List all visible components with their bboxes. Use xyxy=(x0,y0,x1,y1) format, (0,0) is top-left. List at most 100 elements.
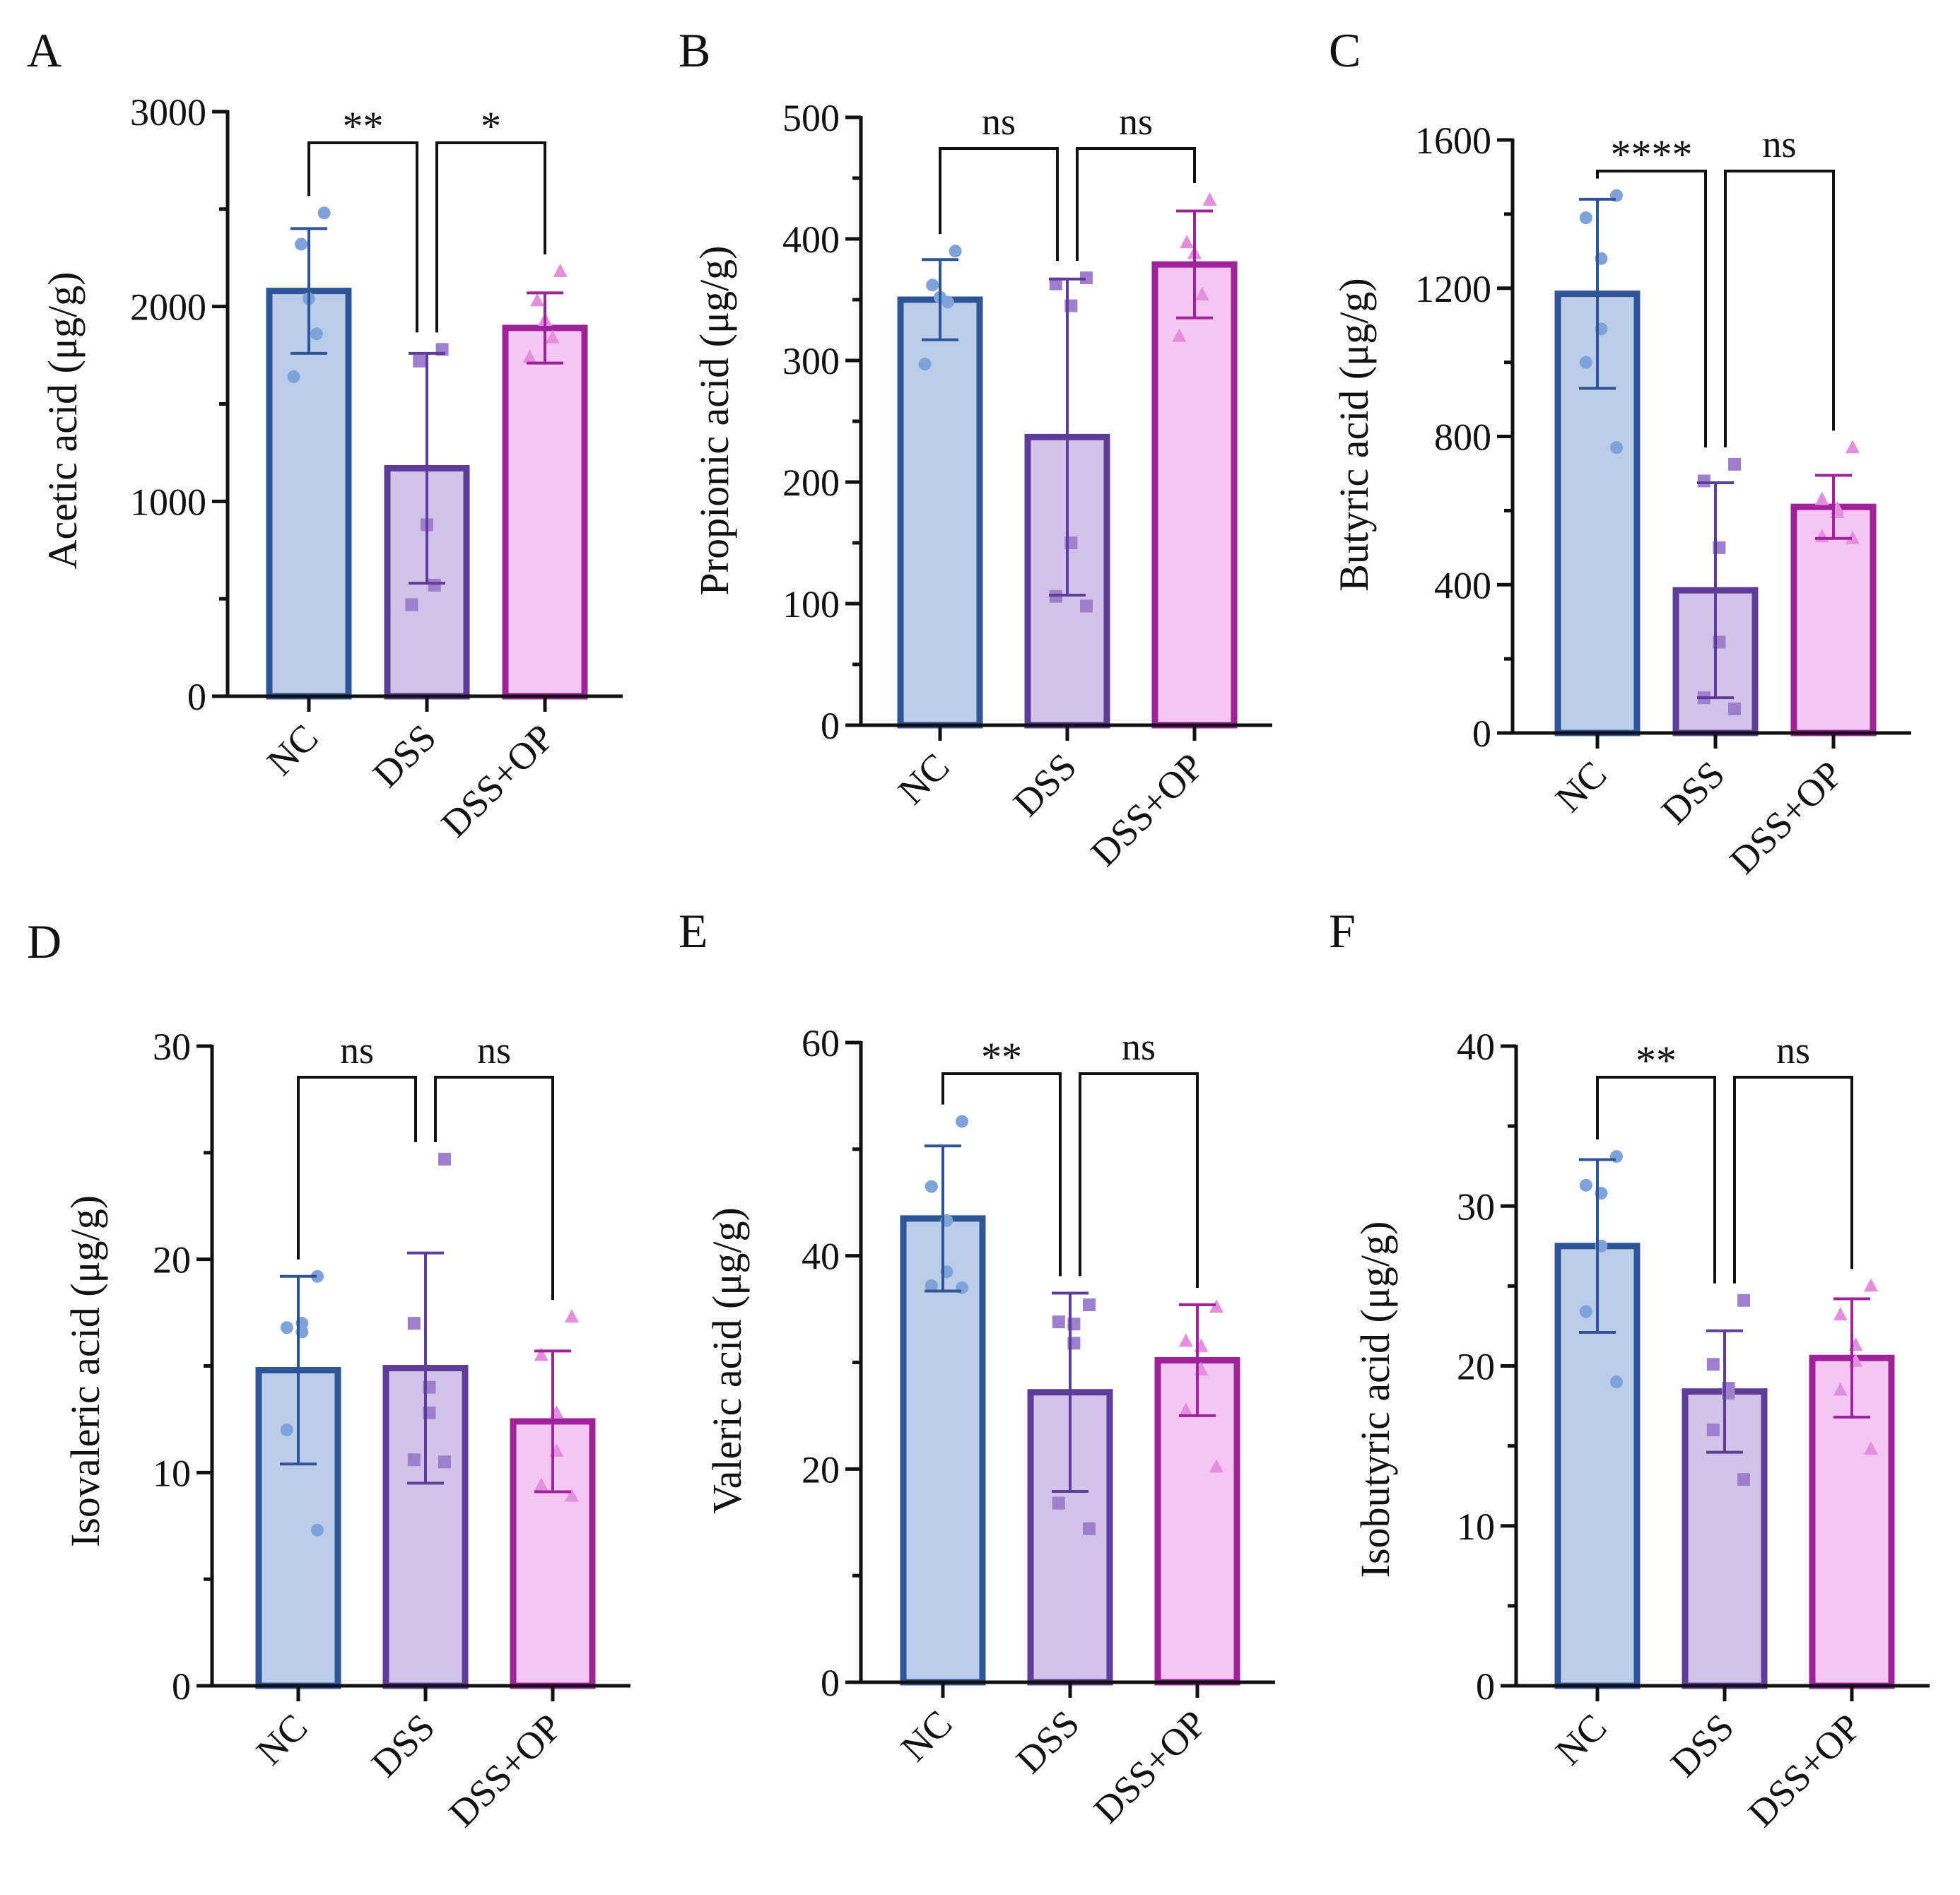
bracket-line xyxy=(1076,147,1196,262)
y-tick-label: 20 xyxy=(1457,1346,1495,1388)
y-tick-label: 1600 xyxy=(1415,119,1491,162)
x-tick-label: NC xyxy=(1547,1706,1614,1773)
significance-bracket-d-1: ns xyxy=(434,1029,554,1301)
panel-e: E Valeric acid (μg/g) 0 20 40 60 NC DSSDSS+OP… xyxy=(679,904,1275,1831)
data-point-a-2-4 xyxy=(522,349,537,363)
data-point-a-0-0 xyxy=(317,206,331,220)
data-point-f-1-1 xyxy=(1706,1358,1720,1371)
error-bar-d-0 xyxy=(280,1274,317,1466)
data-point-b-2-4 xyxy=(1172,328,1187,342)
data-point-b-0-0 xyxy=(949,245,962,258)
y-tick-label: 0 xyxy=(187,676,206,718)
panel-label-a: A xyxy=(27,23,61,77)
data-point-a-2-3 xyxy=(545,329,560,344)
y-axis-label-c: Butyric acid (μg/g) xyxy=(1331,278,1377,591)
data-point-e-2-1 xyxy=(1178,1333,1193,1347)
significance-bracket-c-1: ns xyxy=(1724,123,1835,447)
y-axis-label-d: Isovaleric acid (μg/g) xyxy=(62,1195,108,1547)
x-tick-label: DSS+OP xyxy=(1722,753,1851,882)
bracket-line xyxy=(434,1076,554,1301)
error-bar-d-1 xyxy=(407,1251,444,1485)
x-tick-label: NC xyxy=(890,745,957,812)
significance-bracket-d-0: ns xyxy=(297,1029,417,1260)
data-point-d-0-0 xyxy=(311,1269,324,1283)
y-axis-label-e: Valeric acid (μg/g) xyxy=(704,1207,750,1514)
data-point-a-0-4 xyxy=(287,370,300,383)
data-point-c-0-5 xyxy=(1610,441,1623,454)
x-tick-label: NC xyxy=(893,1702,960,1769)
error-bar-f-2 xyxy=(1833,1297,1870,1419)
data-point-b-0-1 xyxy=(926,278,939,292)
y-tick-label: 0 xyxy=(821,705,840,747)
y-tick-label: 500 xyxy=(782,97,840,139)
data-point-b-0-3 xyxy=(941,295,954,309)
significance-bracket-b-1: ns xyxy=(1076,100,1196,262)
y-tick-label: 300 xyxy=(782,340,840,382)
data-point-e-0-0 xyxy=(956,1115,968,1128)
significance-bracket-e-1: ns xyxy=(1079,1026,1199,1289)
significance-label: **** xyxy=(1611,131,1693,177)
error-bar-b-0 xyxy=(922,258,958,341)
panel-f: F Isobutyric acid (μg/g) 0 10 20 30 40 NC DSSD… xyxy=(1329,904,1930,1835)
significance-label: ns xyxy=(1762,123,1796,165)
y-tick-label: 400 xyxy=(782,218,840,261)
bracket-line xyxy=(297,1076,417,1260)
data-point-c-0-4 xyxy=(1579,356,1592,369)
y-tick-label: 1200 xyxy=(1415,268,1491,310)
x-tick-label: DSS xyxy=(1653,753,1732,832)
data-point-e-1-4 xyxy=(1052,1496,1065,1510)
data-point-f-2-4 xyxy=(1833,1382,1848,1396)
data-point-e-2-5 xyxy=(1209,1459,1223,1473)
significance-bracket-f-0: ** xyxy=(1596,1038,1716,1284)
panel-a: A Acetic acid (μg/g) 0 1000 2000 3000 NC DSSD… xyxy=(27,23,623,845)
x-tick-label: DSS+OP xyxy=(433,716,563,845)
data-point-c-2-1 xyxy=(1814,491,1829,505)
bar-b-0 xyxy=(897,296,983,729)
bracket-line xyxy=(1724,170,1835,447)
error-bar-c-0 xyxy=(1579,197,1616,390)
y-axis-label-a: Acetic acid (μg/g) xyxy=(40,272,86,570)
data-point-d-1-1 xyxy=(407,1317,421,1330)
data-point-a-0-3 xyxy=(310,327,323,341)
y-tick-label: 800 xyxy=(1434,416,1491,459)
data-point-c-1-1 xyxy=(1697,474,1710,488)
bracket-line xyxy=(1596,170,1707,447)
data-point-f-0-1 xyxy=(1579,1178,1592,1192)
significance-label: ** xyxy=(343,103,384,149)
data-point-b-1-1 xyxy=(1049,277,1062,291)
bracket-line xyxy=(307,141,418,333)
bracket-line xyxy=(1596,1076,1716,1284)
data-point-f-1-4 xyxy=(1706,1424,1720,1436)
bracket-line xyxy=(1733,1076,1853,1284)
data-point-e-0-1 xyxy=(925,1180,938,1193)
data-point-a-1-3 xyxy=(428,578,441,592)
y-tick-label: 1000 xyxy=(130,481,206,523)
data-point-f-1-5 xyxy=(1737,1473,1750,1486)
significance-label: ns xyxy=(1119,100,1153,143)
data-point-d-1-0 xyxy=(438,1152,451,1166)
data-point-d-0-5 xyxy=(311,1523,324,1537)
error-bar-d-2 xyxy=(534,1349,571,1494)
y-tick-label: 30 xyxy=(1457,1185,1495,1228)
y-tick-label: 20 xyxy=(153,1239,191,1281)
data-point-a-1-4 xyxy=(405,598,418,611)
data-point-e-2-4 xyxy=(1178,1402,1193,1416)
significance-label: ** xyxy=(1636,1038,1677,1084)
error-bar-a-0 xyxy=(291,227,327,355)
data-point-d-2-4 xyxy=(534,1477,548,1491)
significance-bracket-f-1: ns xyxy=(1733,1029,1853,1284)
x-tick-label: DSS xyxy=(1008,1702,1087,1781)
data-point-d-2-0 xyxy=(565,1309,579,1323)
data-point-c-0-1 xyxy=(1579,211,1592,225)
data-point-e-1-1 xyxy=(1052,1315,1065,1329)
data-point-b-2-3 xyxy=(1195,287,1209,301)
bar-c-2 xyxy=(1790,503,1877,737)
data-point-f-2-0 xyxy=(1864,1278,1878,1292)
x-tick-label: NC xyxy=(1547,753,1614,820)
panel-label-d: D xyxy=(27,915,61,968)
y-tick-label: 20 xyxy=(802,1448,840,1491)
